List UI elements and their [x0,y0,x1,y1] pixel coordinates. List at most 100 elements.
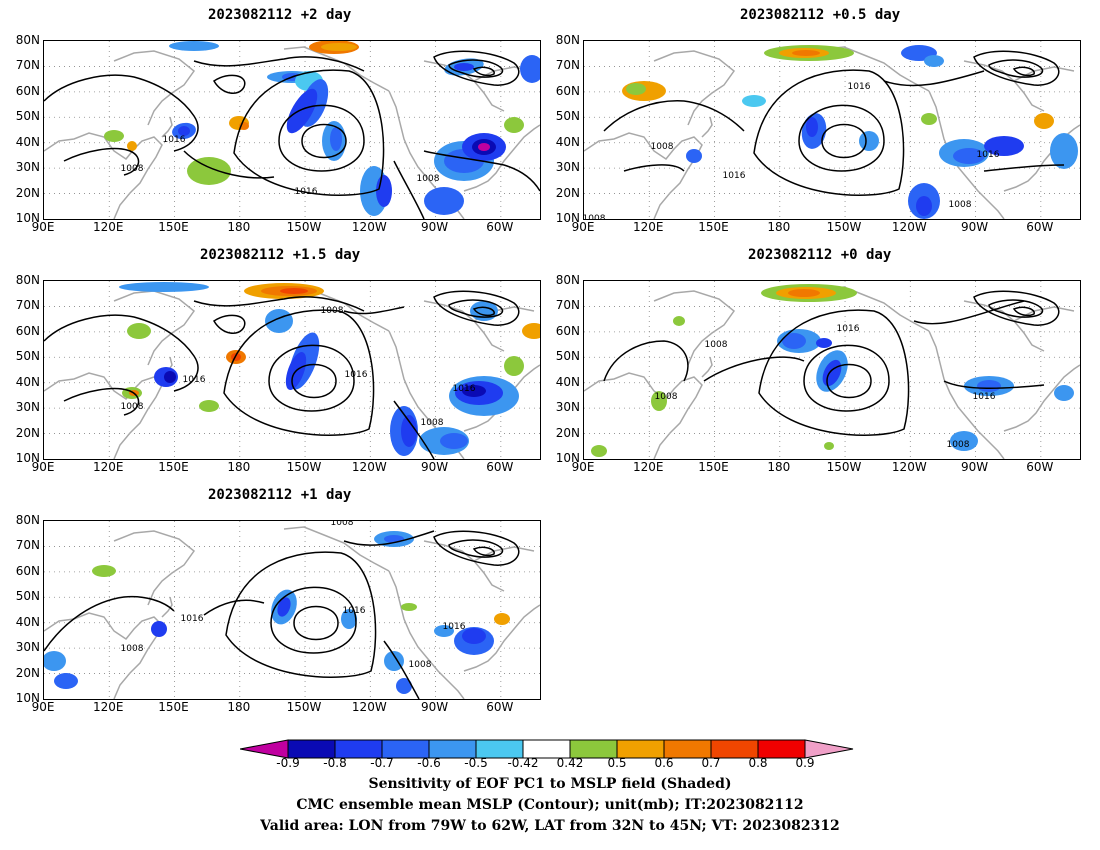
lat-tick-label: 40N [555,374,580,389]
lat-tick-label: 40N [555,134,580,149]
sensitivity-shade [321,43,357,51]
panel-title-plus0: 2023082112 +0 day [748,247,892,263]
sensitivity-shade [859,131,879,151]
lat-tick-label: 70N [555,58,580,73]
map-plot: 1016 1016 1016 1008 1008 1008 [584,41,1080,219]
lat-tick-label: 20N [15,425,40,440]
lat-tick-label: 30N [15,400,40,415]
map-panel-plus0: 1016 1016 1008 1008 1008 [583,280,1081,460]
contour-label: 1016 [181,614,204,624]
lat-tick-label: 80N [15,513,40,527]
contour-label: 1016 [723,171,746,181]
lat-tick-label: 20N [555,185,580,200]
sensitivity-shade [626,83,646,95]
sensitivity-shade [673,316,685,326]
map-plot: 1016 1016 1008 1008 1008 [584,281,1080,459]
contour-label: 1008 [321,306,344,316]
mslp-contours [44,290,520,459]
sensitivity-shade [44,651,66,671]
contour-label: 1016 [973,392,996,402]
lon-tick-label: 150W [826,460,862,474]
contour-label: 1008 [584,214,606,219]
sensitivity-shade [792,50,820,56]
sensitivity-shade [119,282,209,292]
contour-label: 1008 [421,418,444,428]
lon-tick-label: 60W [486,220,514,234]
lon-tick-label: 120E [633,220,664,234]
sensitivity-shade [127,323,151,339]
lon-tick-label: 150W [826,220,862,234]
contour-label: 1016 [295,187,318,197]
sensitivity-shade [187,157,231,185]
lat-tick-label: 10N [555,451,580,465]
lat-tick-label: 50N [15,589,40,604]
sensitivity-shade [520,55,540,83]
sensitivity-shade [199,400,219,412]
sensitivity-shade [591,445,607,457]
sensitivity-shade [169,41,219,51]
sensitivity-shade [806,117,818,137]
sensitivity-shade [454,63,474,71]
sensitivity-shade [924,55,944,67]
sensitivity-shade [384,651,404,671]
contour-label: 1016 [453,384,476,394]
lon-tick-label: 90W [421,460,449,474]
lat-tick-label: 10N [555,211,580,225]
map-panel-plus1_5: 1016 1016 1016 1008 1008 1008 [43,280,541,460]
contour-label: 1016 [848,82,871,92]
contour-label: 1016 [183,375,206,385]
colorbar-swatches [239,739,854,759]
sensitivity-shade [280,288,308,294]
contour-label: 1008 [417,174,440,184]
sensitivity-shading [591,284,1074,457]
colorbar-tick-label: -0.7 [370,756,394,770]
lat-tick-label: 80N [15,273,40,287]
sensitivity-shade [651,391,667,411]
mslp-contours [603,50,1065,196]
lon-tick-label: 60W [486,460,514,474]
lat-tick-label: 40N [15,134,40,149]
lat-tick-label: 60N [15,323,40,338]
sensitivity-shade [151,621,167,637]
lon-tick-label: 120W [891,220,927,234]
contour-label: 1008 [121,644,144,654]
caption-line-3: Valid area: LON from 79W to 62W, LAT fro… [260,818,840,834]
contour-label: 1016 [345,370,368,380]
lat-tick-label: 70N [15,298,40,313]
lon-tick-label: 180 [227,460,251,474]
lon-tick-label: 150W [286,460,322,474]
lat-tick-label: 20N [15,185,40,200]
lon-tick-label: 60W [1026,220,1054,234]
sensitivity-shade [401,415,417,447]
lon-tick-label: 180 [227,220,251,234]
lon-tick-label: 120E [93,460,124,474]
colorbar-tick-label: -0.9 [276,756,300,770]
colorbar-tick-label: -0.8 [323,756,347,770]
lon-tick-label: 150E [698,220,729,234]
colorbar-tick-label: 0.5 [607,756,627,770]
sensitivity-shade [462,628,486,644]
lon-tick-label: 120E [633,460,664,474]
sensitivity-shade [54,673,78,689]
sensitivity-shade [782,333,806,349]
lon-tick-label: 180 [767,220,791,234]
panel-title-plus1_5: 2023082112 +1.5 day [200,247,361,263]
sensitivity-shade [504,117,524,133]
sensitivity-shade [921,113,937,125]
sensitivity-shade [953,148,985,164]
map-gridlines [584,41,1080,219]
map-plot: 1008 1016 1016 1016 1008 1008 [44,521,540,699]
sensitivity-shade [164,371,176,383]
panel-title-plus2: 2023082112 +2 day [208,7,352,23]
lon-tick-label: 150E [158,460,189,474]
colorbar-high-triangle [804,739,854,759]
lon-tick-label: 90W [961,220,989,234]
lat-tick-label: 10N [15,211,40,225]
sensitivity-shade [462,385,486,397]
coastlines [584,286,1080,459]
contour-label: 1008 [949,200,972,210]
colorbar-tick-label: -0.6 [417,756,441,770]
sensitivity-shade [788,289,820,297]
sensitivity-shade [424,187,464,215]
contour-label: 1008 [705,340,728,350]
